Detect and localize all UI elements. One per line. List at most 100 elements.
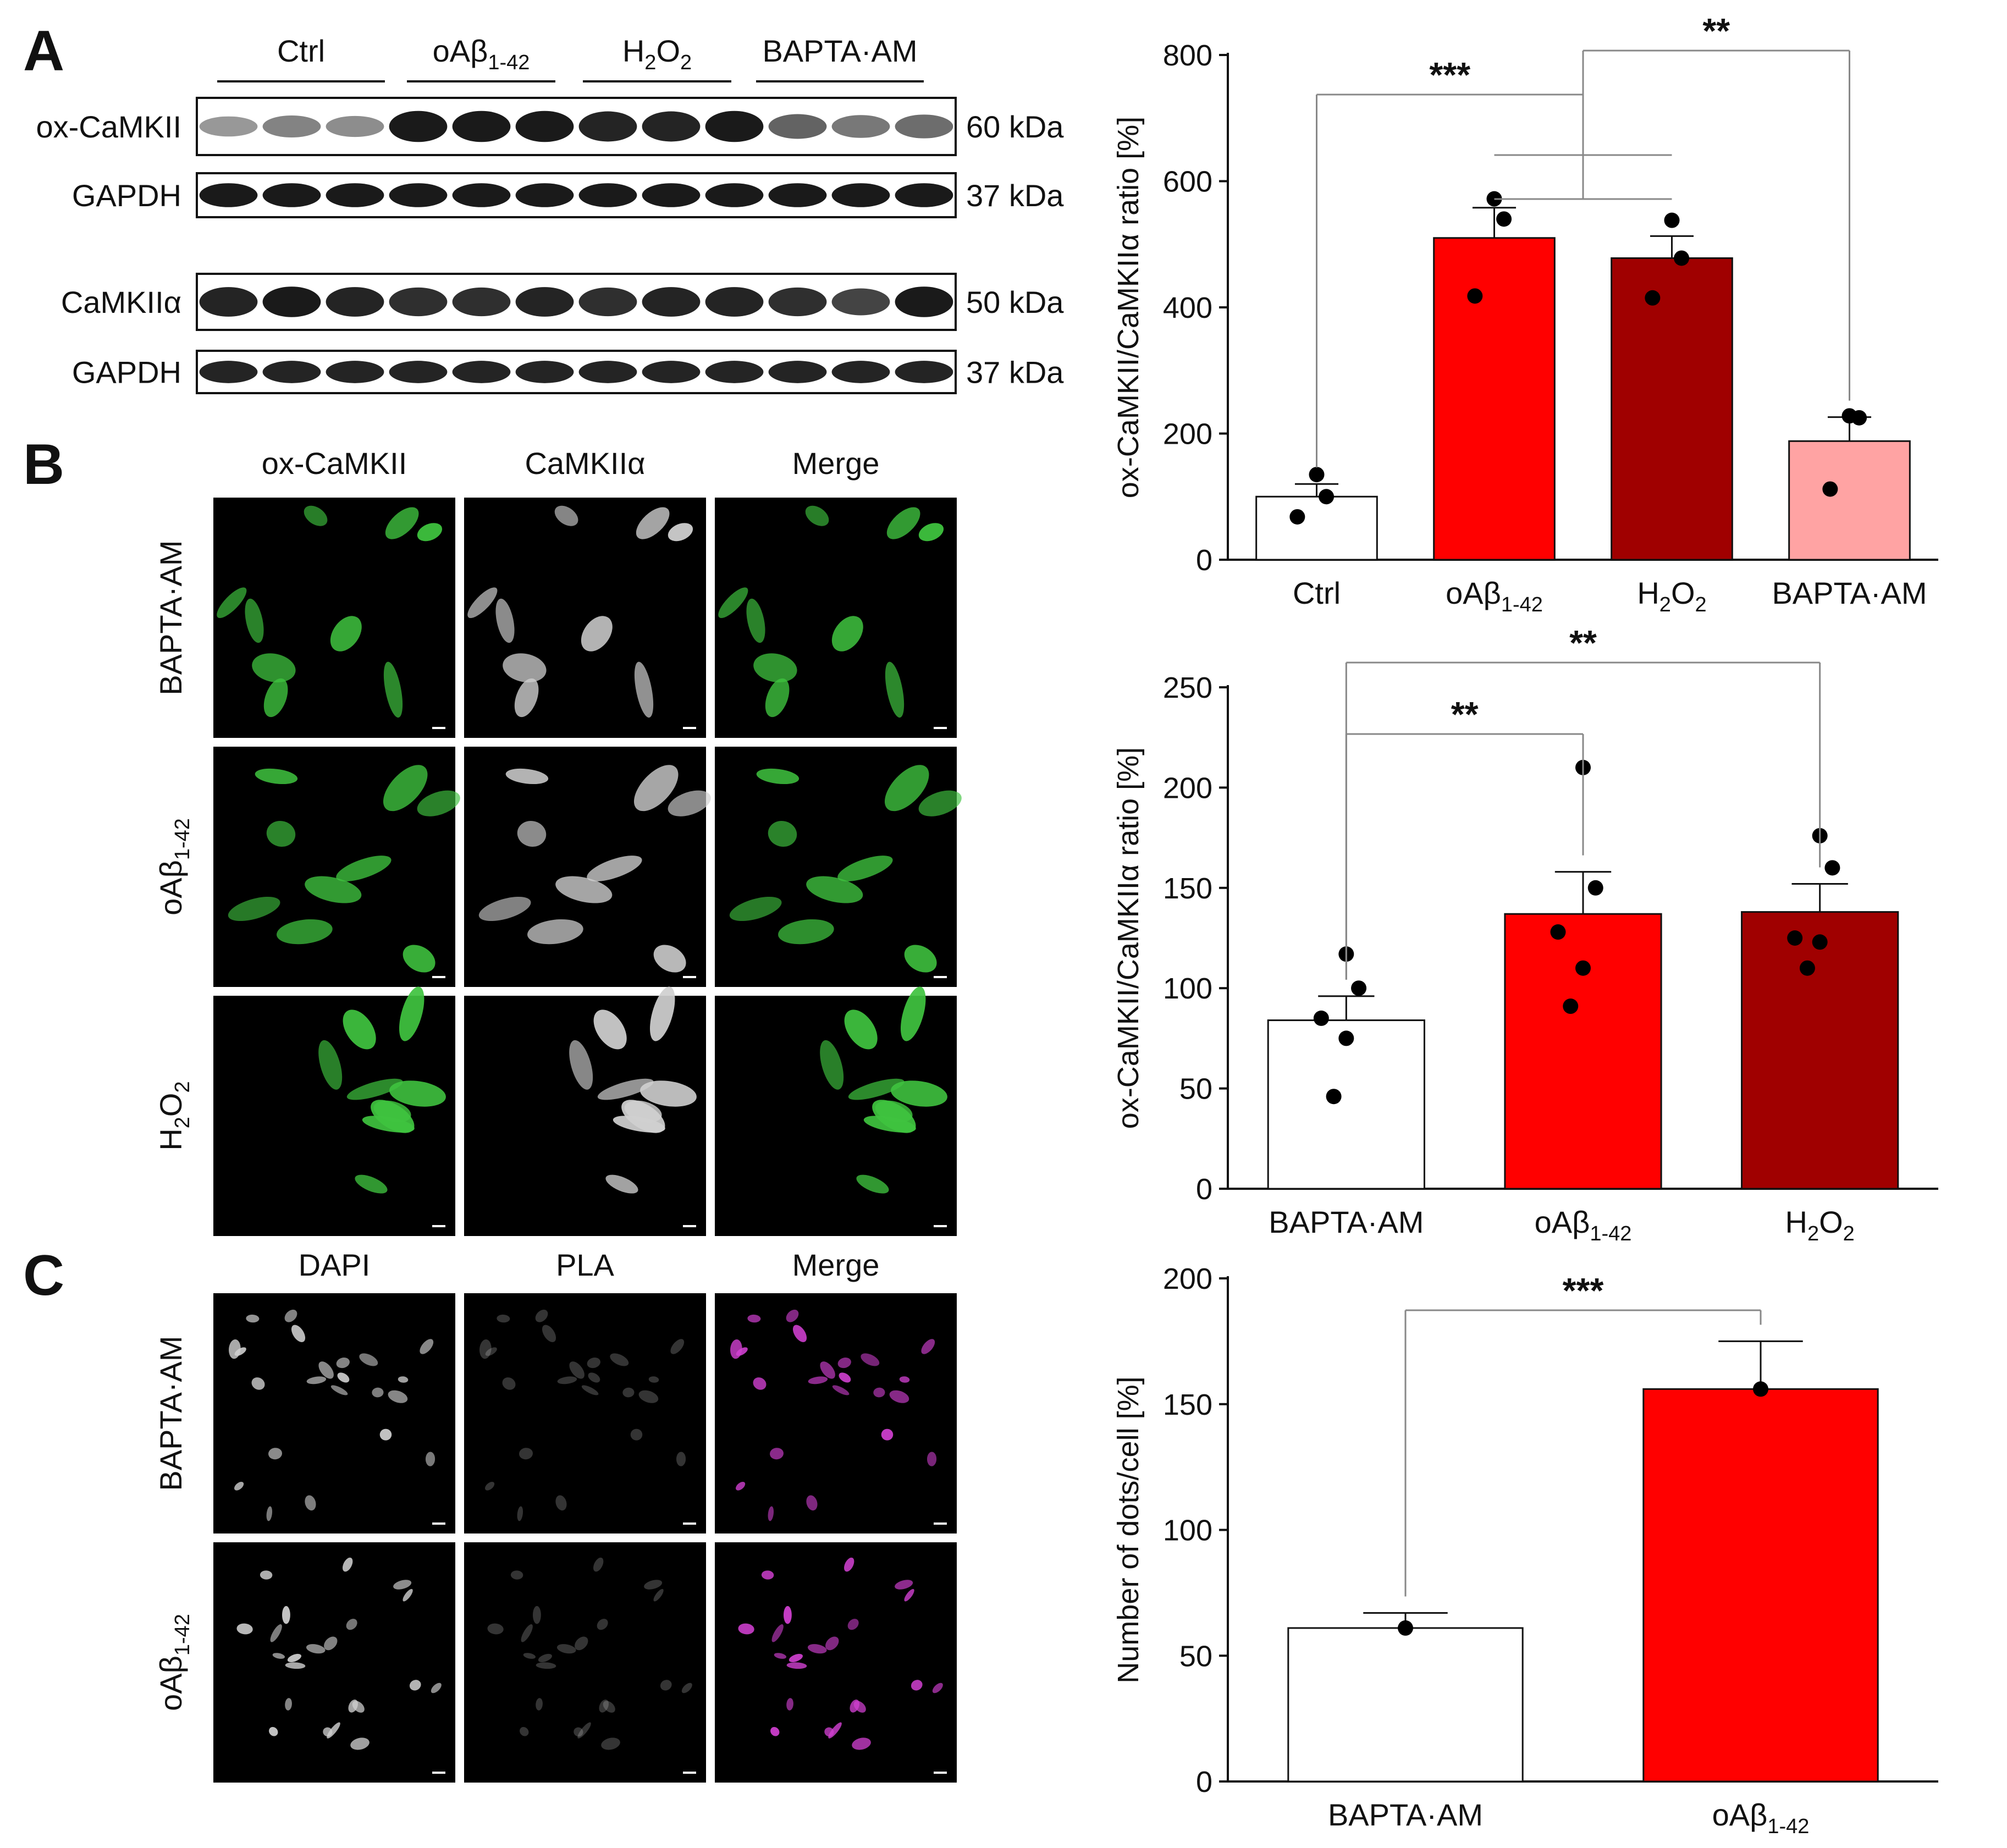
blot-band — [389, 111, 448, 142]
micro-row-label: H2O2 — [153, 1081, 194, 1150]
micro-cell — [587, 856, 642, 882]
micro-cell — [770, 1448, 784, 1460]
micro-cell — [517, 821, 547, 847]
micro-row-label-sub1: 1-42 — [171, 1614, 194, 1656]
blot-group-label-mid: O — [656, 34, 680, 68]
micro-cell — [305, 876, 362, 903]
y-tick-label: 200 — [1163, 1262, 1212, 1295]
micro-cell — [610, 1353, 629, 1366]
micro-cell — [847, 1619, 859, 1630]
micro-cell — [336, 1358, 350, 1369]
micro-cell — [514, 678, 539, 718]
micro-image — [715, 986, 957, 1236]
micro-image-bg — [213, 996, 455, 1236]
micro-cell — [765, 678, 790, 718]
y-tick-label: 50 — [1179, 1073, 1212, 1106]
micro-cell — [784, 1606, 792, 1624]
micro-cell — [305, 1495, 316, 1511]
micro-cell — [837, 856, 893, 882]
x-tick-label-base: Ctrl — [1293, 576, 1341, 610]
micro-cell — [807, 1644, 827, 1654]
micro-row-label-sub1: 1-42 — [171, 818, 194, 860]
micro-cell — [806, 1495, 818, 1511]
micro-cell — [638, 1390, 659, 1403]
micro-col-label: ox-CaMKII — [262, 446, 407, 481]
blot-group-label: oAβ1-42 — [433, 34, 530, 74]
micro-cell — [346, 1619, 357, 1630]
blot-band — [768, 287, 827, 317]
y-tick-label: 200 — [1163, 771, 1212, 804]
micro-cell — [251, 1377, 265, 1390]
micro-image — [715, 747, 962, 987]
bar — [1287, 1627, 1524, 1783]
blot-band — [389, 183, 448, 207]
micro-cell — [542, 1325, 556, 1342]
micro-cell — [844, 1009, 878, 1050]
micro-cell — [398, 1376, 409, 1383]
micro-cell — [670, 1339, 685, 1354]
x-tick-label-base: H — [1785, 1205, 1807, 1239]
micro-cell — [891, 1080, 947, 1107]
blot-membrane — [196, 350, 957, 394]
micro-cell — [372, 1387, 384, 1398]
micro-cell — [605, 1174, 638, 1194]
micro-cell — [789, 1653, 803, 1663]
micro-cell — [825, 1636, 839, 1651]
x-tick-label: H2O2 — [1637, 576, 1706, 616]
micro-cell — [824, 1727, 834, 1737]
significance-label: ** — [1451, 694, 1479, 734]
bar — [1788, 440, 1911, 561]
micro-image-bg — [213, 1293, 455, 1533]
micro-image — [715, 1542, 957, 1783]
blot-band — [705, 111, 764, 142]
micro-cell — [861, 1353, 880, 1366]
micro-cell — [263, 678, 288, 718]
micro-cell — [603, 1701, 615, 1713]
data-point — [1799, 960, 1815, 976]
micro-image — [464, 1293, 706, 1533]
y-tick-label: 100 — [1163, 972, 1212, 1005]
blot-group-label-sub2: 2 — [680, 51, 692, 74]
micro-cell — [756, 768, 800, 785]
micro-cell — [245, 598, 264, 643]
bar — [1741, 911, 1899, 1190]
blot-row: ox-CaMKII 60 kDa — [36, 97, 1064, 156]
micro-row-label-sub2: 2 — [171, 1081, 194, 1093]
x-tick-label: oAβ1-42 — [1446, 576, 1543, 616]
micro-cell — [853, 1701, 866, 1713]
micro-image — [464, 498, 706, 738]
blot-group-label: H2O2 — [622, 34, 692, 74]
micro-cell — [268, 1448, 283, 1460]
micro-cell — [306, 1644, 326, 1654]
blot-band — [578, 361, 637, 383]
micro-cell — [503, 653, 547, 683]
micro-cell — [402, 1588, 413, 1602]
micro-cell — [593, 1557, 604, 1572]
blot-group-label-base: oAβ — [433, 34, 488, 68]
significance-label: *** — [1563, 1271, 1604, 1310]
y-tick-label: 800 — [1163, 39, 1212, 72]
micro-cell — [753, 653, 797, 683]
blot-row: GAPDH 37 kDa — [72, 350, 1064, 394]
micro-cell — [291, 1325, 306, 1342]
micro-cell — [832, 1385, 850, 1395]
micro-cell — [554, 505, 578, 526]
blot-band — [895, 114, 953, 139]
x-tick-label: Ctrl — [1293, 576, 1341, 610]
micro-image-bg — [213, 1542, 455, 1783]
micro-cell — [633, 765, 679, 812]
micro-cell — [899, 1376, 910, 1383]
micro-cell — [904, 945, 937, 973]
blot-band — [642, 361, 701, 383]
y-tick-label: 150 — [1163, 1388, 1212, 1421]
blot-band — [642, 183, 701, 207]
micro-cell — [388, 1390, 408, 1403]
micro-cell — [497, 1314, 510, 1323]
micro-cell — [634, 661, 654, 718]
panel-letter-c: C — [23, 1244, 64, 1308]
data-point — [1812, 934, 1828, 950]
micro-cell — [402, 945, 435, 973]
blot-band — [199, 116, 258, 137]
micro-cell — [255, 768, 298, 785]
blot-row-label: GAPDH — [72, 355, 181, 390]
